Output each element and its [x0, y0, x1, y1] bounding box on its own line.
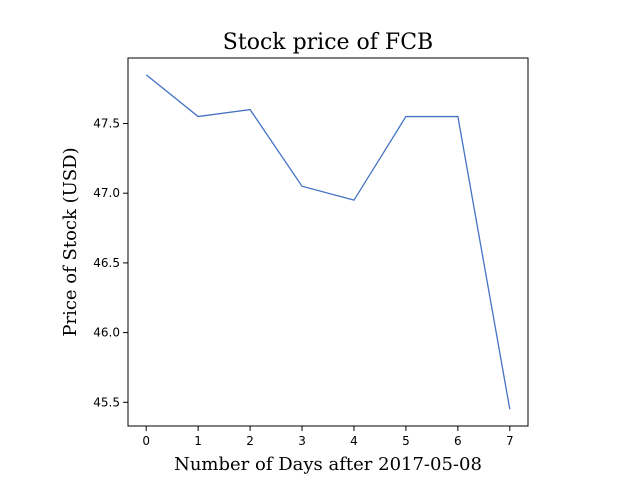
x-tick-label: 7: [506, 434, 514, 448]
x-tick-label: 0: [142, 434, 150, 448]
x-tick-label: 3: [298, 434, 306, 448]
x-tick-label: 2: [246, 434, 254, 448]
x-tick-label: 6: [454, 434, 462, 448]
y-axis-ticks: 45.5 46.0 46.5 47.0 47.5: [93, 117, 128, 409]
plot-area-frame: [127, 57, 529, 427]
chart-title: Stock price of FCB: [223, 30, 433, 55]
x-tick-label: 5: [402, 434, 410, 448]
y-tick-label: 45.5: [93, 395, 120, 409]
x-tick-label: 1: [194, 434, 202, 448]
y-tick-label: 47.0: [93, 186, 120, 200]
x-axis-ticks: 0 1 2 3 4 5 6 7: [142, 426, 514, 448]
x-tick-label: 4: [350, 434, 358, 448]
y-axis-label: Price of Stock (USD): [60, 147, 81, 336]
y-tick-label: 46.5: [93, 256, 120, 270]
x-axis-label: Number of Days after 2017-05-08: [174, 454, 482, 475]
y-tick-label: 47.5: [93, 117, 120, 131]
price-series-line: [145, 74, 511, 410]
y-tick-label: 46.0: [93, 326, 120, 340]
